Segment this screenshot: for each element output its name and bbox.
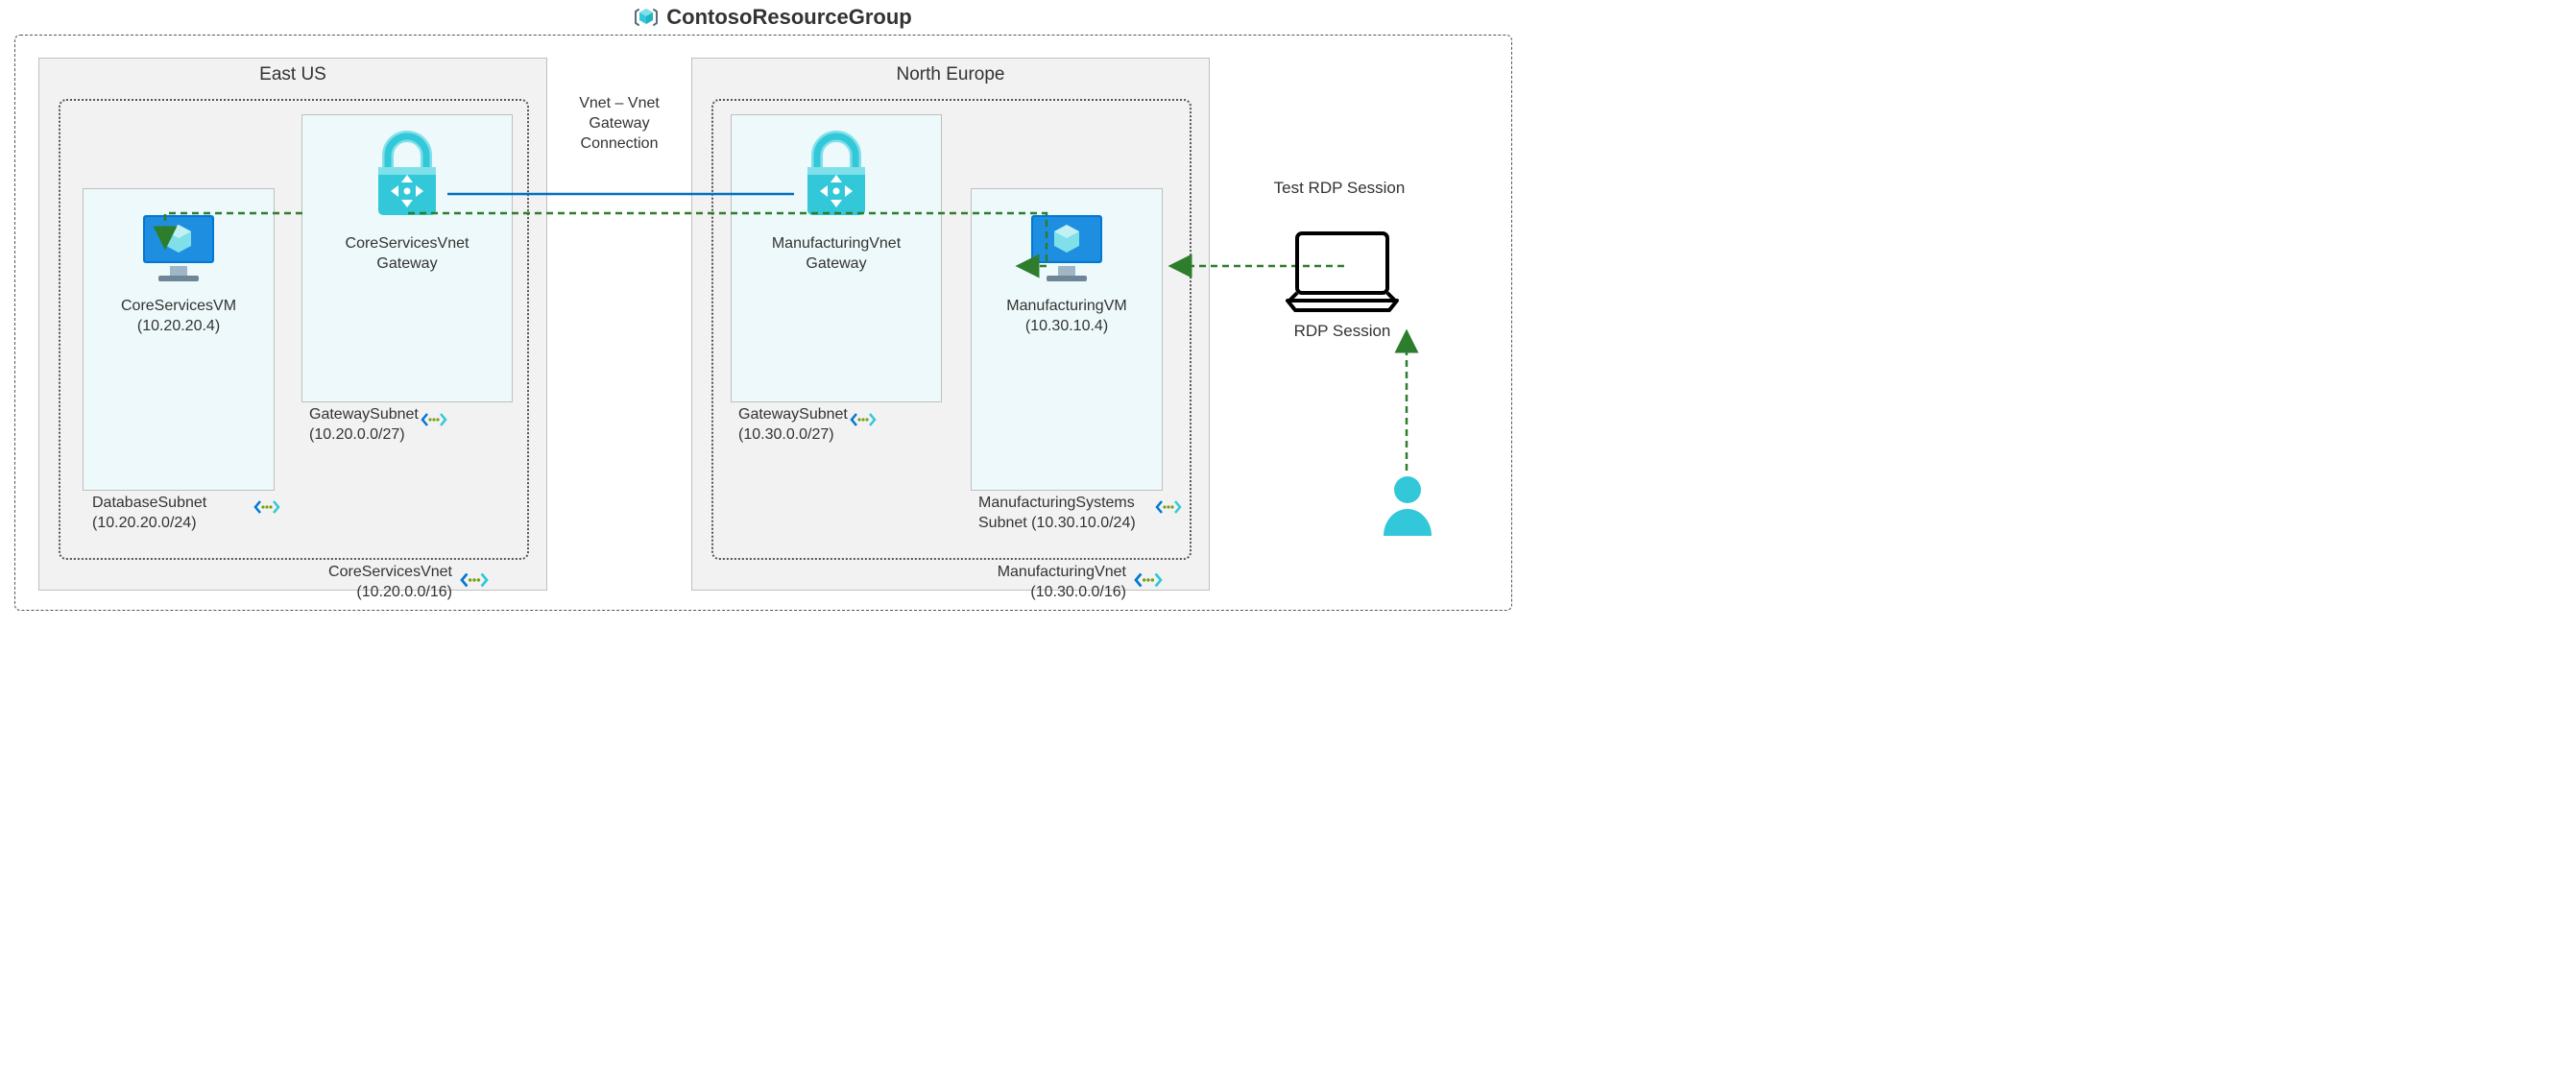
subnet-gw-manu-label: GatewaySubnet (10.30.0.0/27) xyxy=(738,405,848,446)
vm-core-label: CoreServicesVM (10.20.20.4) xyxy=(84,297,274,337)
gateway-manu-label: ManufacturingVnet Gateway xyxy=(732,234,941,275)
subnet-gateway-core: CoreServicesVnet Gateway xyxy=(301,114,513,402)
region-title-east-us: East US xyxy=(39,59,546,95)
region-title-north-europe: North Europe xyxy=(692,59,1209,95)
region-east-us: East US CoreServicesVM (10.20.20.4) Data… xyxy=(38,58,547,591)
connection-label: Vnet – Vnet Gateway Connection xyxy=(552,94,686,154)
vnet-core-label: CoreServicesVnet (10.20.0.0/16) xyxy=(279,563,452,603)
resource-group-title: ContosoResourceGroup xyxy=(666,5,911,30)
vnet-manu-label: ManufacturingVnet (10.30.0.0/16) xyxy=(944,563,1126,603)
vnet-peering-icon xyxy=(850,408,877,431)
subnet-gw-core-label: GatewaySubnet (10.20.0.0/27) xyxy=(309,405,419,446)
subnet-manu-sys-label: ManufacturingSystems Subnet (10.30.10.0/… xyxy=(978,494,1136,534)
user-icon xyxy=(1378,472,1437,540)
vnet-peering-icon xyxy=(421,408,447,431)
vpn-gateway-lock-icon xyxy=(732,129,941,225)
subnet-gateway-manu: ManufacturingVnet Gateway xyxy=(731,114,942,402)
subnet-db-label: DatabaseSubnet (10.20.20.0/24) xyxy=(92,494,206,534)
vpn-gateway-lock-icon xyxy=(302,129,512,225)
resource-group-icon xyxy=(634,5,659,30)
rdp-session-label: RDP Session xyxy=(1280,322,1405,341)
gateway-core-label: CoreServicesVnet Gateway xyxy=(302,234,512,275)
region-north-europe: North Europe ManufacturingVnet Gateway xyxy=(691,58,1210,591)
vm-monitor-icon xyxy=(972,210,1162,287)
vnet-peering-icon xyxy=(1155,496,1182,519)
subnet-database: CoreServicesVM (10.20.20.4) xyxy=(83,188,275,491)
resource-group-header: ContosoResourceGroup xyxy=(0,5,1546,35)
vm-manu-label: ManufacturingVM (10.30.10.4) xyxy=(972,297,1162,337)
vm-monitor-icon xyxy=(84,210,274,287)
vnet-peering-icon xyxy=(253,496,280,519)
subnet-manufacturing-systems: ManufacturingVM (10.30.10.4) xyxy=(971,188,1163,491)
vnet-peering-icon xyxy=(459,568,490,593)
vnet-peering-icon xyxy=(1133,568,1164,593)
laptop-icon xyxy=(1280,226,1405,317)
rdp-test-label: Test RDP Session xyxy=(1258,179,1421,198)
